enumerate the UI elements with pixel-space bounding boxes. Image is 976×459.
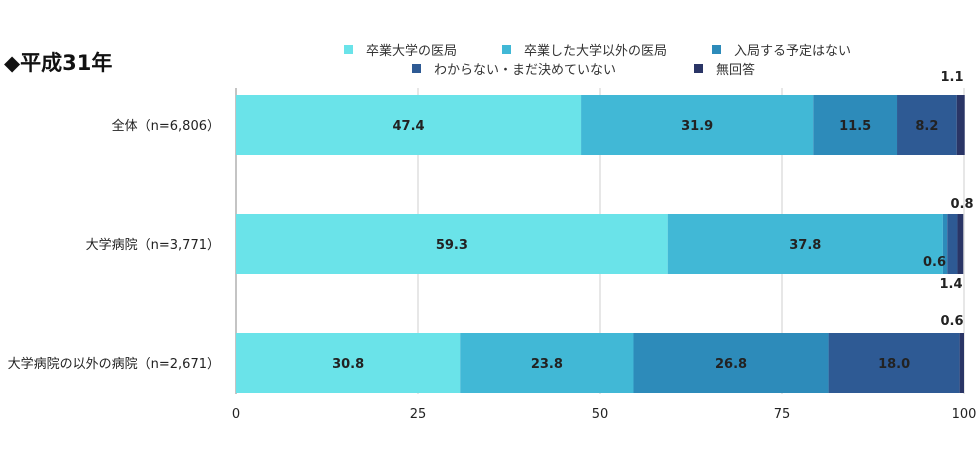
value-label: 18.0 <box>878 357 910 372</box>
legend-swatch <box>694 64 703 73</box>
bar-segment <box>581 95 814 155</box>
x-tick-label: 75 <box>774 407 791 422</box>
chart-title: ◆平成31年 <box>4 51 112 75</box>
bar-segment <box>633 333 829 393</box>
value-label: 26.8 <box>715 357 747 372</box>
x-tick-label: 50 <box>592 407 609 422</box>
bar-segment <box>942 214 948 274</box>
legend-label: 卒業した大学以外の医局 <box>524 43 667 59</box>
legend-label: 無回答 <box>716 62 755 78</box>
legend-label: 入局する予定はない <box>734 44 851 59</box>
bar-segment <box>460 333 634 393</box>
bar-segment <box>947 214 958 274</box>
category-label: 大学病院の以外の病院（n=2,671） <box>8 356 220 372</box>
bar-segment <box>956 95 965 155</box>
bar-segment <box>957 214 964 274</box>
bar-segment <box>828 333 960 393</box>
value-label: 0.8 <box>950 197 973 212</box>
value-label: 47.4 <box>392 119 424 134</box>
value-labels: 47.4 31.9 11.5 8.2 1.1 59.3 37.8 0.6 1.4 0.8 30.8 2… <box>332 70 973 372</box>
bars <box>236 95 965 393</box>
x-axis-ticks: 0 25 50 75 100 <box>232 407 976 422</box>
value-label: 1.4 <box>939 277 962 292</box>
category-label: 大学病院（n=3,771） <box>86 237 220 253</box>
bar-segment <box>236 333 461 393</box>
legend-swatch <box>344 45 353 54</box>
value-label: 11.5 <box>839 119 871 134</box>
legend: 卒業大学の医局 卒業した大学以外の医局 入局する予定はないわからない・まだ決めていな… <box>344 43 851 78</box>
value-label: 30.8 <box>332 357 364 372</box>
value-label: 0.6 <box>940 314 963 329</box>
value-label: 59.3 <box>436 238 468 253</box>
bar-segment <box>959 333 964 393</box>
value-label: 1.1 <box>940 70 963 85</box>
x-tick-label: 0 <box>232 407 240 422</box>
category-label: 全体（n=6,806） <box>112 118 220 134</box>
x-tick-label: 25 <box>410 407 427 422</box>
value-label: 31.9 <box>681 119 713 134</box>
legend-swatch <box>412 64 421 73</box>
legend-swatch <box>712 45 721 54</box>
value-label: 8.2 <box>915 119 938 134</box>
category-labels: 全体（n=6,806） 大学病院（n=3,771） 大学病院の以外の病院（n=2,6… <box>8 118 220 372</box>
value-label: 0.6 <box>923 255 946 270</box>
bar-segment <box>667 214 943 274</box>
bar-segment <box>897 95 957 155</box>
legend-swatch <box>502 45 511 54</box>
bar-segment <box>813 95 898 155</box>
legend-label: わからない・まだ決めていない <box>434 63 616 78</box>
value-label: 23.8 <box>531 357 563 372</box>
legend-label: 卒業大学の医局 <box>366 43 457 59</box>
bar-segment <box>236 214 668 274</box>
value-label: 37.8 <box>789 238 821 253</box>
x-tick-label: 100 <box>952 407 976 422</box>
bar-segment <box>236 95 582 155</box>
